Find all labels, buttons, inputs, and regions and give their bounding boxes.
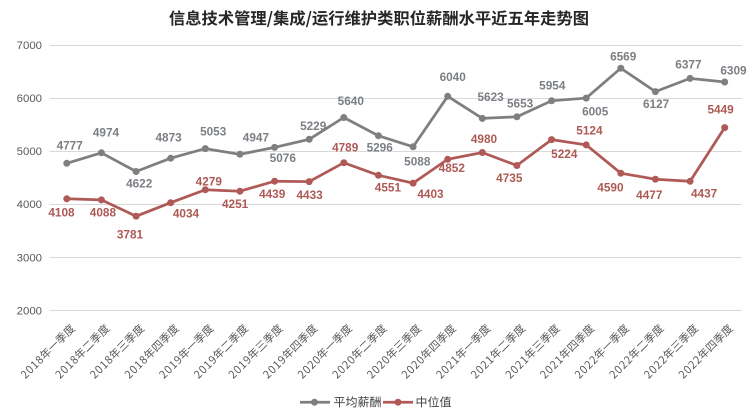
svg-text:4789: 4789 [332,141,359,155]
svg-text:5088: 5088 [404,154,431,168]
svg-text:4735: 4735 [496,171,523,185]
svg-text:4437: 4437 [691,187,718,201]
svg-text:5623: 5623 [477,90,504,104]
svg-text:4852: 4852 [439,161,466,175]
svg-text:5640: 5640 [338,94,365,108]
svg-text:5229: 5229 [300,119,327,133]
svg-text:4433: 4433 [296,188,323,202]
svg-text:4974: 4974 [93,125,120,139]
svg-text:5296: 5296 [367,140,394,154]
svg-text:4000: 4000 [17,199,42,211]
svg-text:4980: 4980 [471,132,498,146]
svg-text:6377: 6377 [675,57,702,71]
svg-text:4279: 4279 [196,174,223,188]
svg-text:6569: 6569 [610,50,637,64]
svg-text:4088: 4088 [90,206,117,220]
svg-text:4777: 4777 [57,139,84,153]
svg-text:4947: 4947 [243,131,270,145]
svg-text:4034: 4034 [173,207,200,221]
svg-text:4873: 4873 [155,130,182,144]
svg-text:3781: 3781 [117,227,144,241]
svg-text:6000: 6000 [17,93,42,105]
svg-text:5124: 5124 [576,124,603,138]
svg-text:5053: 5053 [200,125,227,139]
svg-text:6005: 6005 [582,105,609,119]
svg-text:4108: 4108 [48,206,75,220]
svg-text:5449: 5449 [707,102,734,116]
svg-text:5224: 5224 [551,147,578,161]
svg-text:4477: 4477 [636,188,663,202]
svg-text:4551: 4551 [375,181,402,195]
svg-text:4251: 4251 [222,197,249,211]
svg-text:5653: 5653 [507,96,534,110]
svg-text:6040: 6040 [440,70,467,84]
svg-text:4439: 4439 [259,187,286,201]
svg-text:3000: 3000 [17,252,42,264]
svg-text:6127: 6127 [643,97,670,111]
svg-text:5000: 5000 [17,146,42,158]
svg-text:7000: 7000 [17,40,42,52]
svg-text:5076: 5076 [270,151,297,165]
svg-text:6309: 6309 [720,63,747,77]
svg-text:5954: 5954 [539,79,566,93]
svg-text:4622: 4622 [126,177,153,191]
svg-text:4403: 4403 [417,187,444,201]
svg-text:4590: 4590 [597,181,624,195]
svg-text:2000: 2000 [17,305,42,317]
